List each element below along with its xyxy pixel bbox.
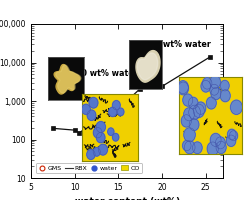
Circle shape: [181, 115, 191, 127]
Circle shape: [210, 133, 221, 147]
Circle shape: [189, 105, 200, 119]
Circle shape: [185, 141, 195, 154]
Circle shape: [98, 144, 107, 155]
Text: 25 wt% water: 25 wt% water: [149, 40, 211, 49]
Circle shape: [96, 121, 105, 133]
Circle shape: [202, 78, 212, 89]
Circle shape: [118, 108, 124, 116]
Circle shape: [206, 97, 216, 109]
Polygon shape: [54, 65, 80, 94]
Circle shape: [210, 76, 220, 88]
Circle shape: [207, 142, 218, 156]
Text: 10 wt% water: 10 wt% water: [76, 69, 138, 78]
Circle shape: [230, 100, 242, 114]
Circle shape: [211, 88, 221, 100]
Circle shape: [113, 133, 119, 141]
Circle shape: [87, 150, 95, 159]
Circle shape: [183, 94, 193, 106]
Circle shape: [220, 80, 229, 91]
Circle shape: [227, 129, 236, 140]
Circle shape: [96, 132, 105, 143]
Circle shape: [210, 84, 219, 95]
X-axis label: water content (wt%): water content (wt%): [75, 197, 180, 200]
Circle shape: [192, 142, 202, 154]
Circle shape: [178, 82, 188, 95]
Polygon shape: [136, 51, 160, 82]
Circle shape: [189, 119, 199, 131]
Circle shape: [184, 108, 194, 121]
Circle shape: [87, 110, 96, 120]
Circle shape: [229, 131, 238, 141]
Circle shape: [108, 128, 114, 135]
Circle shape: [216, 141, 226, 154]
Circle shape: [178, 81, 188, 94]
Circle shape: [201, 80, 211, 92]
Circle shape: [184, 128, 195, 142]
Circle shape: [220, 90, 230, 102]
Circle shape: [89, 97, 98, 108]
Circle shape: [93, 148, 100, 156]
Circle shape: [226, 135, 236, 146]
Legend: GMS, RBX, water, CO: GMS, RBX, water, CO: [36, 163, 142, 173]
Circle shape: [82, 104, 90, 114]
Polygon shape: [56, 65, 81, 93]
Circle shape: [188, 97, 198, 109]
Circle shape: [113, 101, 120, 110]
Circle shape: [216, 137, 225, 149]
Circle shape: [196, 102, 206, 114]
Polygon shape: [137, 53, 158, 80]
Circle shape: [193, 104, 204, 118]
Circle shape: [93, 127, 102, 138]
Circle shape: [109, 107, 117, 117]
Circle shape: [183, 140, 191, 151]
